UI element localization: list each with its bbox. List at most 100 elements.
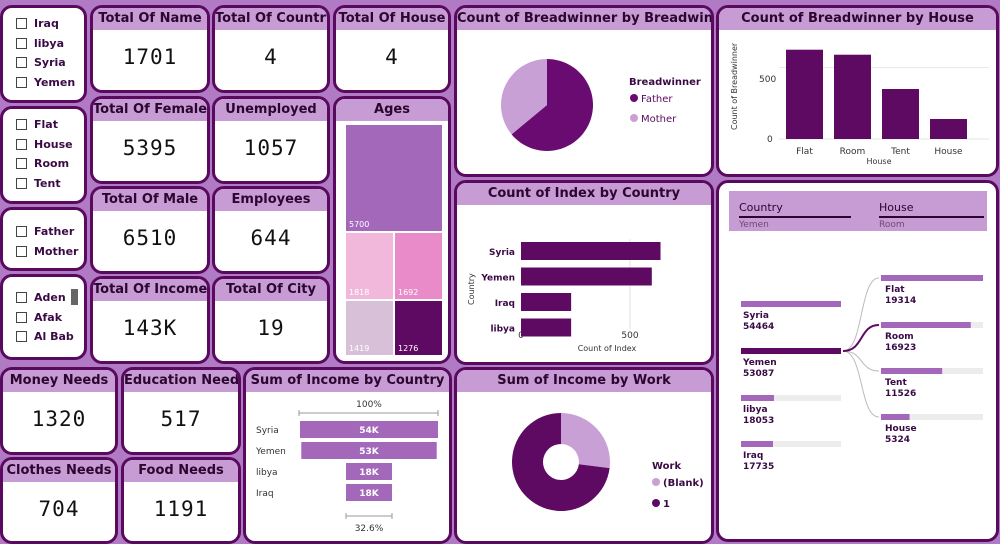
checkbox[interactable] bbox=[16, 226, 27, 238]
funnel-bar-libya[interactable] bbox=[346, 463, 392, 480]
checkbox[interactable] bbox=[16, 292, 27, 304]
slicer-item[interactable]: Mother bbox=[16, 242, 84, 262]
decomp-bar-fill[interactable] bbox=[741, 441, 773, 447]
bar-iraq[interactable] bbox=[521, 293, 572, 311]
decomp-country-value: 17735 bbox=[743, 462, 774, 472]
treemap-cell[interactable]: 1692 bbox=[395, 233, 442, 299]
x-tick-label: Flat bbox=[796, 147, 813, 157]
funnel-bar-syria[interactable] bbox=[300, 421, 438, 438]
house-slicer: Flat House Room Tent bbox=[0, 106, 87, 204]
checkbox[interactable] bbox=[16, 178, 27, 190]
treemap-cell[interactable]: 1419 bbox=[346, 301, 393, 355]
income-funnel-title: Sum of Income by Country bbox=[246, 370, 449, 392]
decomp-bar-track bbox=[741, 395, 841, 401]
treemap-cell[interactable]: 5700 bbox=[346, 125, 442, 231]
slicer-item[interactable]: Iraq bbox=[16, 14, 84, 34]
legend-father: Father bbox=[641, 94, 673, 105]
decomp-house-value: 11526 bbox=[885, 389, 916, 399]
donut-slice[interactable] bbox=[512, 413, 610, 511]
checkbox[interactable] bbox=[16, 18, 27, 30]
slicer-item[interactable]: Aden bbox=[16, 288, 84, 308]
kpi-value: 4 bbox=[264, 45, 278, 69]
x-tick-500: 500 bbox=[621, 331, 638, 341]
decomp-house-value: 5324 bbox=[885, 435, 910, 445]
kpi-label: Clothes Needs bbox=[3, 460, 115, 482]
slicer-item[interactable]: House bbox=[16, 135, 84, 155]
slicer-item[interactable]: Tent bbox=[16, 174, 84, 194]
legend-swatch-1 bbox=[652, 499, 660, 507]
treemap-area: 5700 1818 1692 1419 1276 bbox=[346, 125, 442, 355]
decomp-country-name: Yemen bbox=[742, 358, 777, 368]
bar-room[interactable] bbox=[834, 54, 871, 139]
kpi-value: 5395 bbox=[122, 136, 178, 160]
treemap-cell[interactable]: 1276 bbox=[395, 301, 442, 355]
kpi-label: Employees bbox=[215, 189, 327, 211]
decomp-bar-fill[interactable] bbox=[881, 275, 983, 281]
bar-syria[interactable] bbox=[521, 242, 661, 260]
work-donut-title: Sum of Income by Work bbox=[457, 370, 711, 392]
checkbox[interactable] bbox=[16, 158, 27, 170]
slicer-item[interactable]: Afak bbox=[16, 308, 84, 328]
y-tick-label: Syria bbox=[489, 248, 515, 258]
pie-slice-father[interactable] bbox=[511, 59, 593, 151]
bar-flat[interactable] bbox=[786, 49, 823, 139]
decomp-bar-fill[interactable] bbox=[881, 414, 910, 420]
slicer-item[interactable]: Syria bbox=[16, 53, 84, 73]
index-bar-card: Count of Index by Country Country 0 500 … bbox=[454, 180, 714, 365]
funnel-bar-yemen[interactable] bbox=[301, 442, 437, 459]
slicer-item[interactable]: Flat bbox=[16, 115, 84, 135]
slicer-item-label: Room bbox=[34, 157, 70, 171]
city-slicer: Aden Afak Al Bab bbox=[0, 274, 87, 360]
bar-libya[interactable] bbox=[521, 318, 572, 337]
bar-house[interactable] bbox=[930, 119, 967, 139]
slicer-item[interactable]: Room bbox=[16, 154, 84, 174]
slicer-item[interactable]: libya bbox=[16, 34, 84, 54]
decomposition-tree: Country Yemen House Room Syria 54464 Yemen… bbox=[716, 180, 999, 542]
slicer-item[interactable]: Yemen bbox=[16, 73, 84, 93]
decomp-bar-fill[interactable] bbox=[881, 368, 943, 374]
kpi-value: 19 bbox=[257, 316, 285, 340]
decomp-col2-header[interactable]: House bbox=[879, 201, 914, 214]
donut-slice[interactable] bbox=[561, 413, 610, 469]
checkbox[interactable] bbox=[16, 245, 27, 257]
funnel-bar-iraq[interactable] bbox=[346, 484, 392, 501]
decomp-bar-fill[interactable] bbox=[741, 395, 774, 401]
bar-tent[interactable] bbox=[882, 89, 919, 139]
decomp-country-value: 18053 bbox=[743, 416, 774, 426]
y-axis-label: Count of Breadwinner bbox=[730, 42, 739, 130]
decomp-bar-fill[interactable] bbox=[881, 322, 971, 328]
city-slicer-scrollbar[interactable] bbox=[71, 289, 78, 305]
ages-title: Ages bbox=[336, 99, 448, 121]
slicer-item-label: Tent bbox=[34, 177, 61, 191]
treemap-cell[interactable]: 1818 bbox=[346, 233, 393, 299]
slicer-item[interactable]: Al Bab bbox=[16, 327, 84, 347]
kpi-food-needs: Food Needs 1191 bbox=[121, 457, 241, 544]
decomp-col2-value: Room bbox=[879, 220, 905, 230]
funnel-bottom-label: 32.6% bbox=[355, 524, 384, 534]
checkbox[interactable] bbox=[16, 77, 27, 89]
checkbox[interactable] bbox=[16, 138, 27, 150]
legend-blank: (Blank) bbox=[663, 478, 704, 489]
bar-yemen[interactable] bbox=[521, 267, 652, 286]
decomp-house-name: Room bbox=[885, 332, 914, 342]
checkbox[interactable] bbox=[16, 37, 27, 49]
decomp-bar-fill[interactable] bbox=[741, 348, 841, 354]
decomp-connector-active bbox=[842, 324, 880, 352]
checkbox[interactable] bbox=[16, 311, 27, 323]
checkbox[interactable] bbox=[16, 331, 27, 343]
pie-slice-mother[interactable] bbox=[501, 59, 547, 135]
slicer-item-label: Father bbox=[34, 225, 75, 239]
checkbox[interactable] bbox=[16, 57, 27, 69]
checkbox[interactable] bbox=[16, 119, 27, 131]
decomp-bar-fill[interactable] bbox=[741, 301, 841, 307]
kpi-label: Total Of City bbox=[215, 279, 327, 301]
decomp-country-name: Iraq bbox=[743, 451, 763, 461]
kpi-employees: Employees 644 bbox=[212, 186, 330, 274]
kpi-label: Money Needs bbox=[3, 370, 115, 392]
house-bar-card: Count of Breadwinner by House Count of B… bbox=[716, 5, 999, 177]
x-axis-label: House bbox=[866, 157, 891, 166]
kpi-label: Total Of Female bbox=[93, 99, 207, 121]
slicer-item[interactable]: Father bbox=[16, 222, 84, 242]
decomp-col1-header[interactable]: Country bbox=[739, 201, 783, 214]
y-tick-500: 500 bbox=[759, 75, 776, 85]
